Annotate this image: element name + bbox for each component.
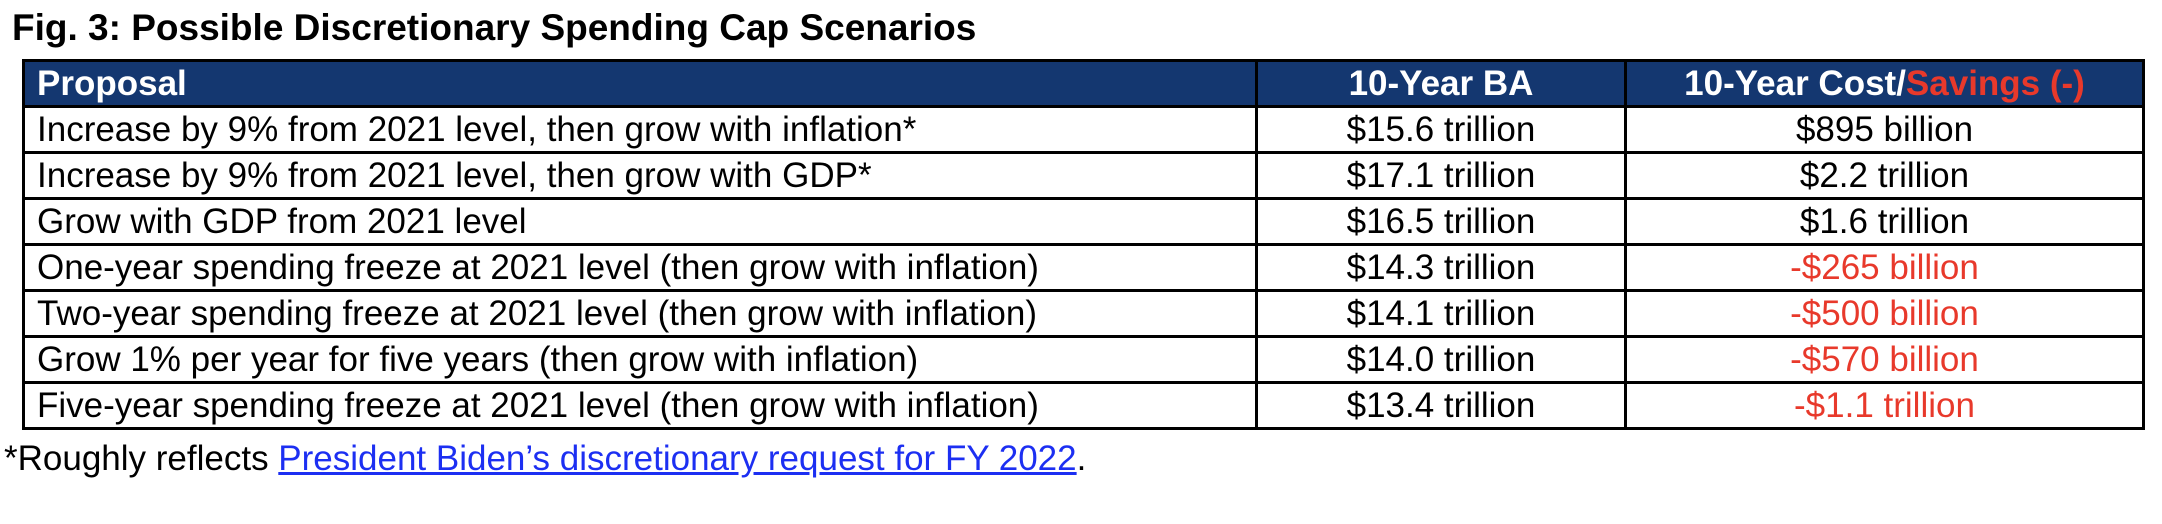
proposal-cell: Two-year spending freeze at 2021 level (… [22, 289, 1258, 339]
table-row: Two-year spending freeze at 2021 level (… [22, 289, 2145, 339]
table-row: Five-year spending freeze at 2021 level … [22, 381, 2145, 431]
proposal-cell: Five-year spending freeze at 2021 level … [22, 381, 1258, 431]
figure-title: Fig. 3: Possible Discretionary Spending … [12, 7, 977, 48]
table-row: Grow with GDP from 2021 level $16.5 tril… [22, 197, 2145, 247]
footnote-suffix: . [1076, 439, 1087, 479]
figure: Fig. 3: Possible Discretionary Spending … [4, 7, 2162, 480]
header-row: Proposal 10-Year BA 10-Year Cost/Savings… [22, 59, 2145, 109]
header-cost-label: 10-Year Cost/ [1684, 63, 1906, 103]
cost-cell: $2.2 trillion [1624, 151, 2145, 201]
table-row: Increase by 9% from 2021 level, then gro… [22, 151, 2145, 201]
table-row: Grow 1% per year for five years (then gr… [22, 335, 2145, 385]
footnote: *Roughly reflects President Biden’s disc… [4, 438, 2162, 480]
footnote-link[interactable]: President Biden’s discretionary request … [278, 439, 1077, 479]
table-row: Increase by 9% from 2021 level, then gro… [22, 105, 2145, 155]
ba-cell: $17.1 trillion [1255, 151, 1627, 201]
table-body: Increase by 9% from 2021 level, then gro… [22, 105, 2145, 431]
ba-cell: $15.6 trillion [1255, 105, 1627, 155]
proposal-cell: Grow with GDP from 2021 level [22, 197, 1258, 247]
cost-cell: -$265 billion [1624, 243, 2145, 293]
footnote-prefix: *Roughly reflects [4, 439, 279, 479]
table-header: Proposal 10-Year BA 10-Year Cost/Savings… [22, 59, 2145, 109]
ba-cell: $14.1 trillion [1255, 289, 1627, 339]
proposal-cell: One-year spending freeze at 2021 level (… [22, 243, 1258, 293]
proposal-cell: Increase by 9% from 2021 level, then gro… [22, 151, 1258, 201]
cost-cell: -$500 billion [1624, 289, 2145, 339]
table-row: One-year spending freeze at 2021 level (… [22, 243, 2145, 293]
header-savings-label: Savings (-) [1905, 63, 2085, 103]
cost-cell: $1.6 trillion [1624, 197, 2145, 247]
cost-cell: -$1.1 trillion [1624, 381, 2145, 431]
spending-cap-table: Proposal 10-Year BA 10-Year Cost/Savings… [22, 59, 2145, 431]
header-10-year-ba: 10-Year BA [1255, 59, 1627, 109]
proposal-cell: Grow 1% per year for five years (then gr… [22, 335, 1258, 385]
cost-cell: -$570 billion [1624, 335, 2145, 385]
ba-cell: $13.4 trillion [1255, 381, 1627, 431]
proposal-cell: Increase by 9% from 2021 level, then gro… [22, 105, 1258, 155]
ba-cell: $14.0 trillion [1255, 335, 1627, 385]
ba-cell: $16.5 trillion [1255, 197, 1627, 247]
ba-cell: $14.3 trillion [1255, 243, 1627, 293]
header-proposal: Proposal [22, 59, 1258, 109]
header-10-year-cost-savings: 10-Year Cost/Savings (-) [1624, 59, 2145, 109]
cost-cell: $895 billion [1624, 105, 2145, 155]
